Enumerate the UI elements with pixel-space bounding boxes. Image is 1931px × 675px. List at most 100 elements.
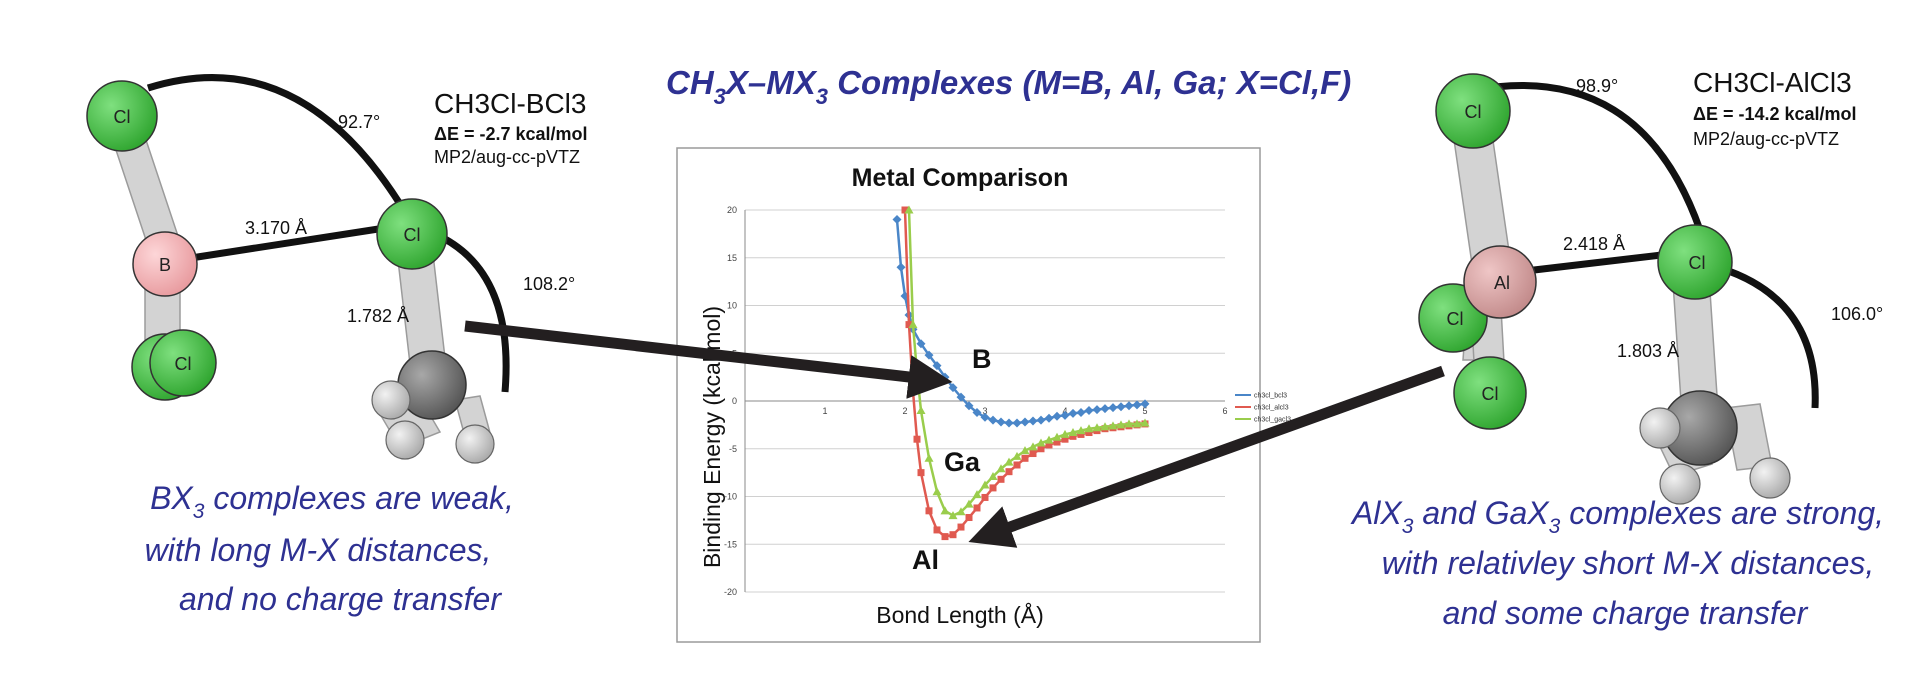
data-point: [956, 392, 966, 402]
right-hydrogen-atom-3: [1749, 457, 1791, 499]
left-caption-line-3: and no charge transfer: [179, 581, 502, 617]
data-point: [1020, 417, 1030, 427]
right-complex-name: CH3Cl-AlCl3: [1693, 67, 1852, 98]
chart-y-tick-label: 20: [727, 205, 737, 215]
data-point: [1076, 426, 1086, 435]
data-point: [972, 407, 982, 417]
data-point: [892, 215, 902, 225]
data-point: [932, 487, 942, 496]
chart-y-tick-label: -5: [729, 444, 737, 454]
left-cl-methyl-label: Cl: [404, 225, 421, 245]
data-point: [904, 205, 914, 214]
data-point: [1021, 454, 1029, 462]
left-caption-line-2: with long M-X distances,: [145, 532, 492, 568]
data-point: [913, 435, 921, 443]
data-point: [949, 531, 957, 539]
chart-x-tick-label: 1: [822, 406, 827, 416]
data-point: [1045, 441, 1053, 449]
right-cl-top-label: Cl: [1465, 102, 1482, 122]
left-caption-line-1: BX3 complexes are weak,: [150, 480, 514, 523]
right-caption-line-2: with relativley short M-X distances,: [1382, 545, 1875, 581]
arrow-to-b-curve: [464, 320, 953, 399]
data-point: [1100, 422, 1110, 431]
data-point: [1116, 420, 1126, 429]
data-point: [1028, 416, 1038, 426]
left-angle-top-label: 92.7°: [338, 112, 380, 132]
data-point: [1005, 468, 1013, 476]
data-point: [980, 412, 990, 422]
right-caption-line-3: and some charge transfer: [1443, 595, 1809, 631]
data-point: [973, 504, 981, 512]
data-point: [988, 415, 998, 425]
data-point: [1004, 457, 1014, 466]
chart-y-tick-label: -15: [724, 539, 737, 549]
left-angle-arc-top: [146, 74, 408, 214]
metal-label-al: Al: [912, 545, 939, 575]
data-point: [917, 469, 925, 477]
data-point: [933, 526, 941, 534]
data-point: [965, 514, 973, 522]
data-point: [1068, 408, 1078, 418]
data-point: [1132, 419, 1142, 428]
data-point: [1092, 405, 1102, 415]
data-point: [1060, 429, 1070, 438]
right-cl-methyl-label: Cl: [1689, 253, 1706, 273]
data-point: [896, 262, 906, 272]
chart-x-tick-label: 5: [1142, 406, 1147, 416]
right-hydrogen-atom-2: [1659, 463, 1701, 505]
data-point: [901, 206, 909, 214]
data-point: [988, 471, 998, 480]
right-cl-bottom-label: Cl: [1482, 384, 1499, 404]
chart-x-tick-label: 2: [902, 406, 907, 416]
data-point: [1053, 438, 1061, 446]
data-point: [1069, 432, 1077, 440]
data-point: [996, 464, 1006, 473]
data-point: [1004, 418, 1014, 428]
chart-series: [892, 205, 1150, 541]
arrow-to-al-curve: [968, 365, 1445, 548]
data-point: [948, 511, 958, 520]
data-point: [1037, 445, 1045, 453]
data-point: [989, 484, 997, 492]
data-point: [1100, 404, 1110, 414]
chart-title: Metal Comparison: [852, 164, 1069, 192]
data-point: [1132, 400, 1142, 410]
data-point: [916, 339, 926, 349]
right-caption: AlX3 and GaX3 complexes are strong, with…: [1350, 495, 1884, 631]
data-point: [1012, 418, 1022, 428]
left-caption: BX3 complexes are weak, with long M-X di…: [145, 480, 514, 617]
data-point: [1085, 429, 1093, 437]
left-cl-bottom-front-label: Cl: [175, 354, 192, 374]
left-mx-bond: [164, 224, 386, 266]
left-distance-cx-label: 1.782 Å: [347, 306, 409, 326]
data-point: [909, 387, 917, 395]
chart-y-axis-label: Binding Energy (kcal/mol): [699, 306, 725, 568]
left-complex-name: CH3Cl-BCl3: [434, 88, 586, 119]
data-point: [905, 321, 913, 329]
right-angle-arc-top: [1474, 82, 1704, 232]
left-hydrogen-atom-1: [371, 380, 411, 420]
left-b-label: B: [159, 255, 171, 275]
left-cl-atom-methyl: [376, 198, 448, 270]
right-caption-line-1: AlX3 and GaX3 complexes are strong,: [1350, 495, 1884, 538]
right-angle-arc-right: [1718, 264, 1819, 409]
left-cl-top-label: Cl: [114, 107, 131, 127]
data-point: [1124, 401, 1134, 411]
series-ch3cl_bcl3: [892, 215, 1150, 428]
data-point: [1052, 432, 1062, 441]
legend-entry: ch3cl_gacl3: [1254, 417, 1291, 424]
chart-y-tick-label: -20: [724, 587, 737, 597]
data-point: [1020, 446, 1030, 455]
left-molecule: Cl Cl Cl B Cl 92.7° 108.2° 3.170 Å 1.782…: [86, 74, 588, 464]
data-point: [1084, 406, 1094, 416]
data-point: [972, 490, 982, 499]
left-hydrogen-atom-2: [385, 420, 425, 460]
data-point: [1036, 415, 1046, 425]
data-point: [1028, 442, 1038, 451]
chart-x-axis-label: Bond Length (Å): [876, 601, 1044, 628]
data-point: [1116, 402, 1126, 412]
data-point: [981, 493, 989, 501]
data-point: [1140, 399, 1150, 409]
data-point: [1044, 435, 1054, 444]
data-point: [957, 523, 965, 531]
